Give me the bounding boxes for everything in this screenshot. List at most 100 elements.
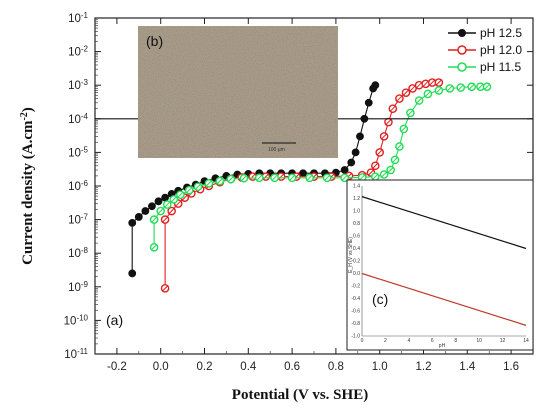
series-point-mark [271, 174, 278, 182]
x-tick-label: -0.2 [107, 361, 127, 373]
series-point [128, 218, 137, 227]
series-point-mark [415, 81, 423, 89]
series-point-mark [415, 97, 423, 104]
series-point-mark [255, 174, 263, 182]
series-point [356, 132, 364, 141]
series-point [347, 158, 356, 167]
inset-c-line [361, 272, 527, 326]
series-point-mark [402, 89, 410, 97]
series-point-mark [435, 87, 443, 94]
inset-c-frame [346, 179, 534, 351]
series-point-mark [249, 173, 257, 180]
series-point-mark [387, 166, 395, 174]
series-point-mark [468, 83, 476, 91]
scale-bar-label: 100 μm [268, 147, 285, 153]
inset-c-ytick: 0.6 [353, 234, 360, 240]
series-point-mark [376, 149, 384, 156]
inset-c-xtick: 0 [361, 338, 364, 344]
series-point-mark [391, 156, 399, 164]
series-point-mark [161, 216, 169, 223]
series-point-mark [157, 207, 165, 215]
inset-c-ytick: -0.8 [351, 321, 360, 327]
x-tick-label: 0.6 [284, 361, 300, 373]
inset-c-xtick: 10 [476, 338, 482, 344]
y-tick-label: 10-7 [68, 212, 88, 227]
inset-c-ytick: 0.0 [353, 271, 360, 277]
series-point-mark [358, 174, 366, 181]
series-point-mark [435, 79, 443, 86]
panel-label-a: (a) [106, 312, 123, 328]
x-axis-title: Potential (V vs. SHE) [232, 387, 368, 403]
series-point-mark [170, 196, 178, 203]
legend-marker [457, 62, 467, 72]
y-tick-label: 10-11 [64, 347, 88, 362]
data-series [128, 78, 492, 293]
panel-label-c: (c) [372, 291, 388, 307]
legend-label: pH 12.0 [480, 43, 522, 57]
series-point-mark [367, 169, 375, 176]
inset-c-line [361, 196, 527, 250]
series-point-mark [185, 186, 193, 194]
inset-c-xtick: 6 [431, 338, 434, 344]
series-point-mark [422, 80, 430, 88]
series-point-mark [181, 194, 189, 202]
y-tick-label: 10-4 [68, 111, 88, 126]
series-point-mark [409, 85, 416, 92]
x-axis: -0.2 0.0 0.2 0.4 0.6 0.8 1.0 1.2 1.4 1.6 [94, 18, 534, 373]
series-point-mark [277, 173, 285, 180]
series-point [141, 207, 150, 215]
legend-label: pH 11.5 [480, 60, 521, 74]
series-point [134, 213, 143, 221]
y-axis-title: Current density (A.cm-2) [19, 107, 37, 265]
series-point-mark [424, 90, 432, 98]
y-axis: 10-110-210-310-410-510-610-710-810-910-1… [64, 11, 533, 362]
series-point-mark [150, 216, 158, 223]
y-tick-label: 10-3 [68, 78, 88, 93]
series-point-mark [407, 109, 414, 117]
x-tick-label: 1.0 [372, 361, 388, 373]
series-point [128, 269, 137, 278]
series-point-mark [168, 207, 176, 215]
series-point-mark [428, 79, 436, 86]
series-point-mark [288, 174, 296, 182]
legend-label: pH 12.5 [480, 26, 522, 40]
series-point-mark [163, 201, 171, 208]
series-point-mark [385, 118, 392, 126]
series-point-mark [227, 175, 235, 183]
panel-label-b: (b) [146, 33, 163, 49]
legend-marker [457, 45, 467, 55]
series-point-mark [396, 95, 403, 102]
y-tick-label: 10-10 [64, 313, 89, 328]
series-point [161, 193, 169, 202]
micrograph-grain [138, 26, 338, 158]
y-tick-label: 10-8 [68, 246, 88, 261]
series-point-mark [457, 84, 465, 91]
inset-c-ylabel: E_H (V vs SHE) [348, 237, 354, 273]
x-tick-label: 1.4 [459, 361, 476, 373]
inset-c-ytick: 0.4 [353, 246, 360, 252]
series-point-mark [371, 173, 379, 180]
inset-c-ytick: -0.4 [351, 296, 360, 302]
inset-c-xtick: 4 [407, 338, 410, 344]
series-point-mark [371, 162, 379, 170]
pourbaix-inset: (c) E_H (V vs SHE) pH 1.4 1.2 1.0 0.8 0.6 0.4… [346, 179, 534, 351]
inset-c-ytick: 1.4 [353, 184, 360, 190]
series-point-mark [174, 200, 182, 207]
series-point [154, 197, 163, 206]
series-point [148, 202, 156, 211]
series-point-mark [150, 243, 158, 251]
inset-c-xtick: 14 [523, 338, 529, 344]
series-point-mark [262, 173, 270, 180]
y-tick-label: 10-9 [68, 279, 88, 294]
series-point [351, 148, 360, 157]
series-point [364, 98, 373, 107]
x-tick-label: 0.0 [153, 361, 169, 373]
series-point-mark [323, 174, 331, 182]
series-point-mark [380, 171, 388, 178]
inset-c-xtick: 2 [384, 338, 387, 344]
inset-c-xtick: 12 [500, 338, 506, 344]
series-point-mark [205, 179, 213, 187]
y-tick-label: 10-1 [68, 11, 88, 26]
inset-c-ytick: 1.0 [353, 209, 360, 215]
